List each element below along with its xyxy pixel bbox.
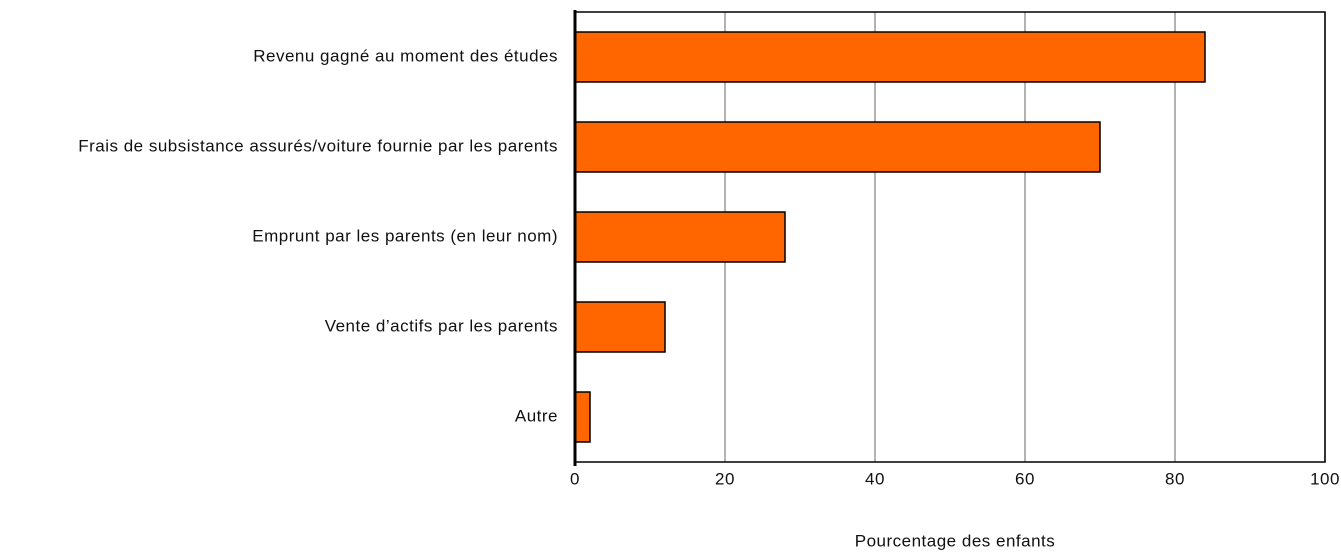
x-tick-label: 80 [1165,469,1185,488]
x-tick-label: 100 [1310,469,1340,488]
bar [574,211,786,263]
x-tick-label: 60 [1015,469,1035,488]
bar [574,31,1206,83]
y-tick-label: Autre [515,406,558,425]
y-tick-label: Vente d’actifs par les parents [325,316,558,335]
x-axis-label: Pourcentage des enfants [855,531,1056,550]
bar [574,301,666,353]
bar [574,391,591,443]
y-tick-label: Revenu gagné au moment des études [253,46,558,65]
bar [574,121,1101,173]
y-tick-label: Emprunt par les parents (en leur nom) [252,226,558,245]
x-tick-label: 20 [715,469,735,488]
y-tick-label: Frais de subsistance assurés/voiture fou… [78,136,558,155]
x-tick-label: 40 [865,469,885,488]
x-tick-label: 0 [570,469,580,488]
